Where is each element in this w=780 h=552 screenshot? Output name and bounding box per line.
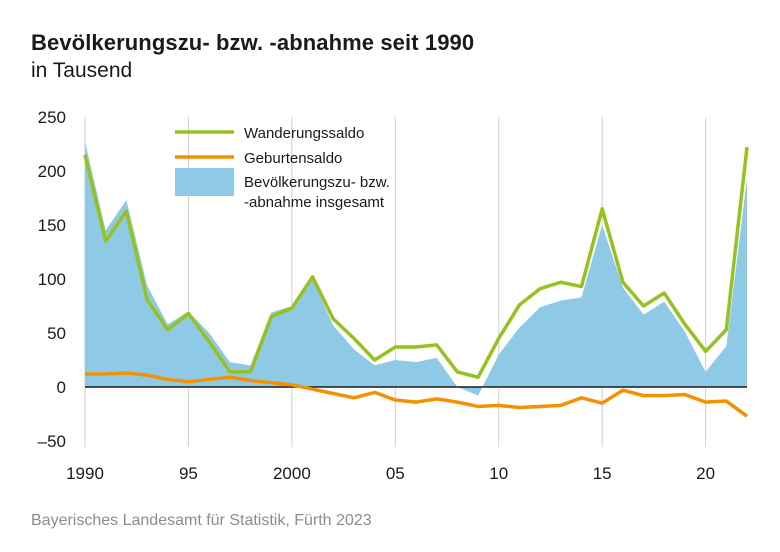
x-tick-label-1995: 95	[179, 464, 198, 483]
line-layer	[83, 147, 749, 418]
area-layer	[85, 141, 747, 396]
source-note: Bayerisches Landesamt für Statistik, Für…	[31, 512, 372, 529]
chart-title: Bevölkerungszu- bzw. -abnahme seit 1990	[31, 30, 475, 55]
x-tick-label-2000: 2000	[273, 464, 311, 483]
y-tick-label-150: 150	[38, 216, 66, 235]
y-tick-label-100: 100	[38, 270, 66, 289]
x-tick-label-1990: 1990	[66, 464, 104, 483]
x-tick-label-2010: 10	[489, 464, 508, 483]
series-line-wanderungssaldo	[83, 147, 749, 380]
y-tick-label-0: 0	[57, 378, 66, 397]
legend-swatch-gesamt	[175, 168, 234, 196]
series-area-gesamt	[85, 141, 747, 396]
y-tick-label-200: 200	[38, 162, 66, 181]
y-tick-label--50: –50	[38, 432, 66, 451]
legend-label-geburtensaldo: Geburtensaldo	[244, 150, 342, 167]
x-tick-label-2005: 05	[386, 464, 405, 483]
legend: Wanderungssaldo Geburtensaldo Bevölkerun…	[175, 125, 394, 211]
series-line-geburtensaldo	[85, 371, 749, 418]
x-tick-label-2020: 20	[696, 464, 715, 483]
y-tick-label-50: 50	[47, 324, 66, 343]
legend-label-gesamt-line2: -abnahme insgesamt	[244, 194, 385, 211]
x-tick-label-2015: 15	[593, 464, 612, 483]
legend-label-gesamt: Bevölkerungszu- bzw. -abnahme insgesamt	[244, 174, 394, 211]
chart-subtitle: in Tausend	[31, 59, 133, 82]
y-tick-label-250: 250	[38, 108, 66, 127]
legend-label-wanderungssaldo: Wanderungssaldo	[244, 125, 364, 142]
legend-label-gesamt-line1: Bevölkerungszu- bzw.	[244, 174, 390, 191]
